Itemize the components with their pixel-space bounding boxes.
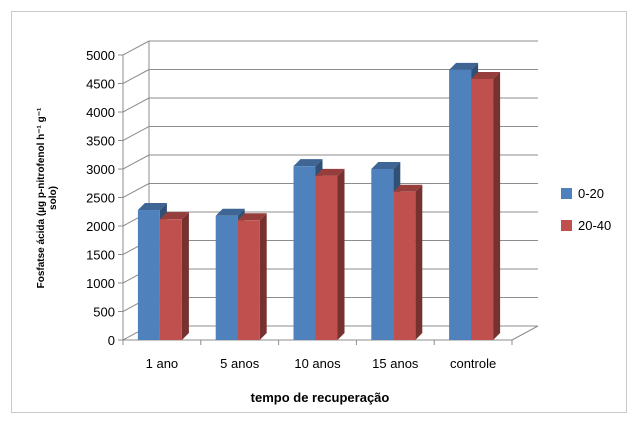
y-tick-label: 5000 [86, 48, 115, 63]
legend-label: 20-40 [578, 218, 611, 233]
y-tick-label: 1000 [86, 276, 115, 291]
y-tick-label: 3500 [86, 134, 115, 149]
x-tick-label: 5 anos [220, 356, 260, 371]
y-tick-label: 4000 [86, 105, 115, 120]
bar-20-40-1 ano [159, 212, 189, 340]
gridline-side [122, 183, 150, 198]
bar-front [471, 78, 494, 340]
x-tick-label: 15 anos [372, 356, 419, 371]
y-tick-label: 3000 [86, 162, 115, 177]
bar-side [337, 168, 345, 340]
x-tick-labels: 1 ano 5 anos 10 anos 15 anos controle [122, 340, 513, 371]
y-tick-label: 2500 [86, 191, 115, 206]
bar-top [237, 213, 267, 221]
gridline-side [122, 97, 150, 113]
legend-label: 0-20 [578, 186, 604, 201]
y-tick-label: 0 [108, 333, 115, 348]
bar-front [237, 220, 260, 340]
bar-top [215, 208, 245, 216]
legend-item-20-40: 20-40 [561, 218, 611, 233]
floor-right-edge [511, 325, 539, 341]
bar-top [471, 71, 501, 79]
bar-front [137, 210, 160, 340]
x-tick-label: controle [450, 356, 496, 371]
bar-front [159, 219, 182, 340]
y-tick-labels: 0 500 1000 1500 2000 2500 3000 3500 4000 4500 5000 [86, 48, 115, 348]
y-axis-title-line2: solo) [48, 186, 59, 210]
gridline-side [122, 126, 150, 141]
bar-20-40-controle [471, 71, 501, 340]
bar-side [493, 71, 501, 340]
bar-side [181, 212, 189, 340]
bar-side [259, 213, 267, 340]
y-axis-title-line1: Fosfatse ácida (µg p-nitrofenol h⁻¹ g⁻¹ [36, 107, 47, 288]
bar-front [215, 215, 238, 340]
bar-front [393, 191, 416, 340]
bar-20-40-15 anos [393, 184, 423, 340]
bar-front [315, 175, 338, 340]
gridline-side [122, 69, 150, 84]
bar-top [371, 162, 401, 169]
bar-front [293, 166, 316, 340]
bar-side [415, 184, 423, 340]
bar-front [449, 69, 472, 340]
x-axis-title: tempo de recuperação [251, 390, 390, 405]
bar-20-40-5 anos [237, 213, 267, 340]
legend: 0-20 20-40 [561, 186, 611, 233]
gridline-side [122, 40, 150, 56]
legend-swatch [561, 220, 572, 231]
y-tick-label: 4500 [86, 77, 115, 92]
bar-top [159, 212, 189, 220]
bars [137, 62, 501, 340]
legend-item-0-20: 0-20 [561, 186, 604, 201]
x-tick-label: 10 anos [294, 356, 341, 371]
bar-20-40-10 anos [315, 168, 345, 340]
bar-top [393, 184, 423, 192]
bar-top [293, 159, 323, 167]
bar-top [315, 168, 345, 176]
x-tick-label: 1 ano [146, 356, 179, 371]
bar-front [371, 169, 394, 340]
legend-swatch [561, 188, 572, 199]
y-tick-label: 500 [93, 305, 115, 320]
y-tick-label: 1500 [86, 248, 115, 263]
bar-top [137, 203, 167, 211]
gridline-side [122, 154, 150, 170]
y-tick-label: 2000 [86, 219, 115, 234]
bar-top [449, 62, 479, 70]
